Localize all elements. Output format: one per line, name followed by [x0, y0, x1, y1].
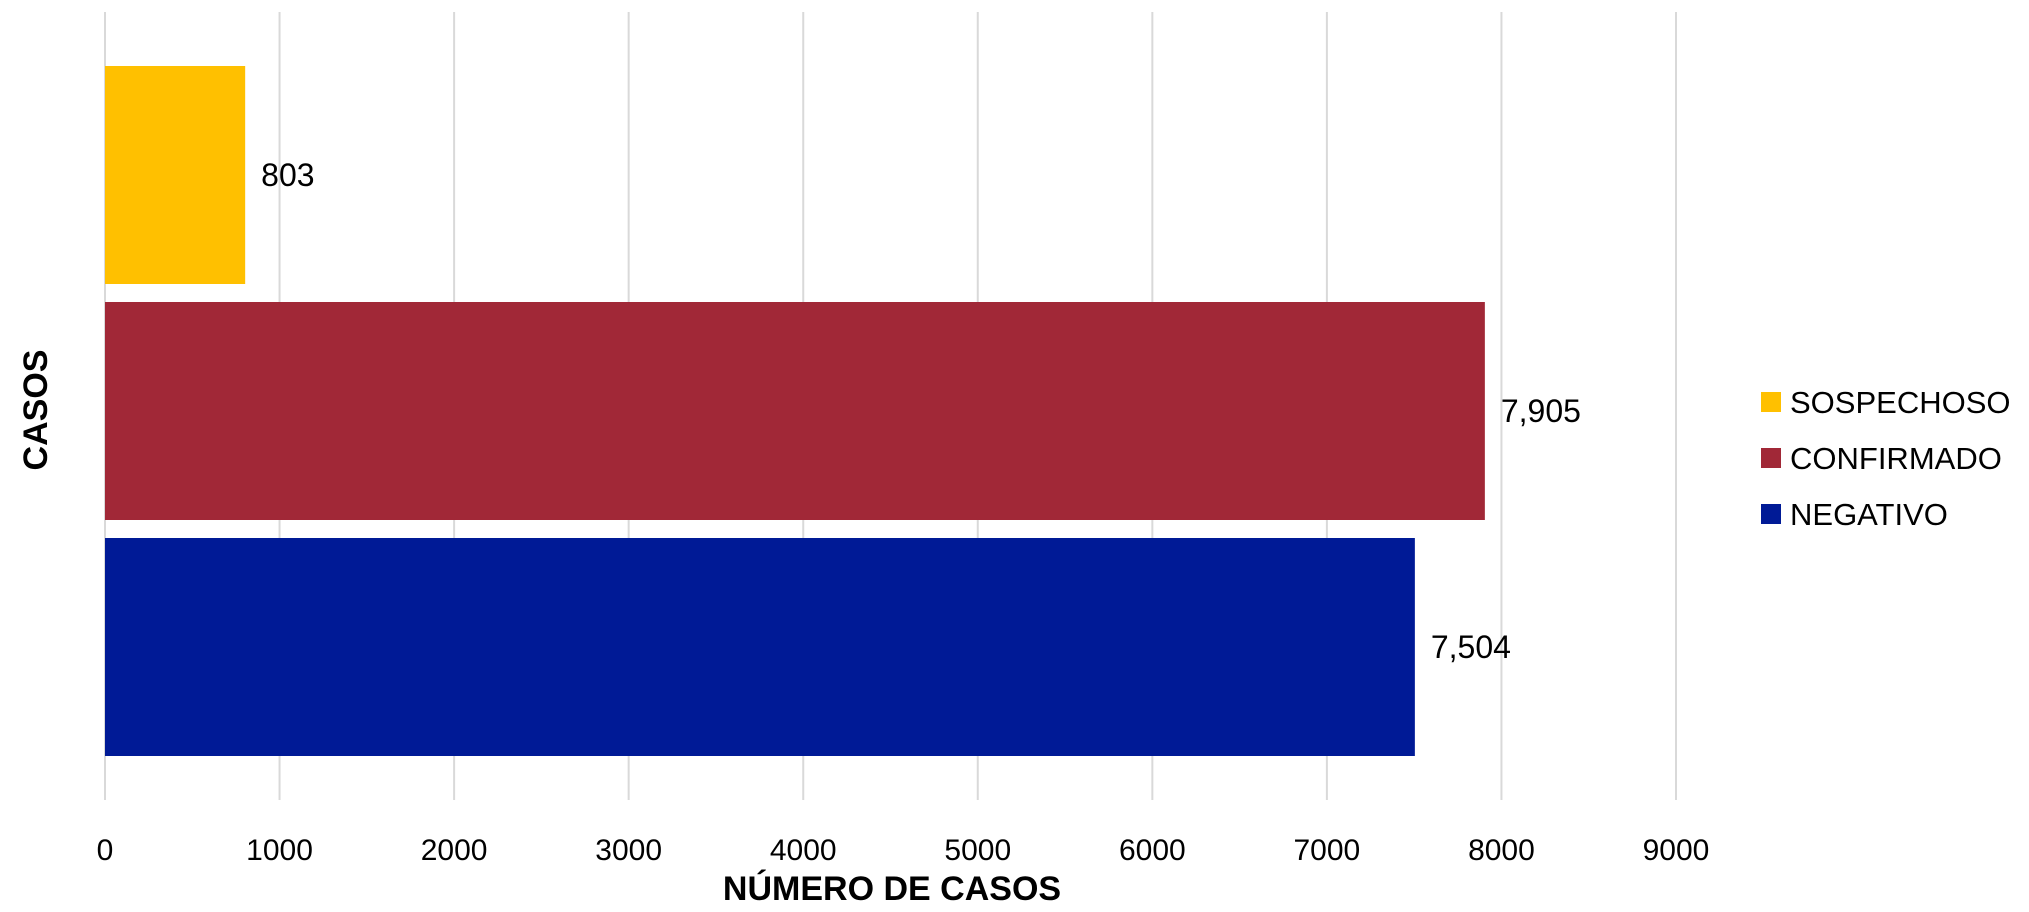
x-tick-label-7000: 7000 — [1294, 834, 1361, 867]
bar-sospechoso — [105, 66, 246, 284]
legend: SOSPECHOSO CONFIRMADO NEGATIVO — [1761, 385, 2011, 532]
legend-swatch-confirmado — [1761, 448, 1781, 468]
data-labels: 803 7,905 7,504 — [261, 157, 1581, 665]
legend-swatch-negativo — [1761, 504, 1781, 524]
x-tick-label-5000: 5000 — [944, 834, 1011, 867]
x-tick-label-2000: 2000 — [421, 834, 488, 867]
x-tick-label-6000: 6000 — [1119, 834, 1186, 867]
x-tick-label-3000: 3000 — [595, 834, 662, 867]
data-label-sospechoso: 803 — [261, 157, 314, 193]
legend-label-confirmado: CONFIRMADO — [1790, 441, 2002, 476]
bars — [105, 66, 1485, 756]
legend-swatch-sospechoso — [1761, 392, 1781, 412]
x-tick-label-1000: 1000 — [246, 834, 313, 867]
bar-confirmado — [105, 302, 1485, 520]
x-axis-title: NÚMERO DE CASOS — [723, 870, 1061, 908]
x-tick-label-8000: 8000 — [1468, 834, 1535, 867]
data-label-confirmado: 7,905 — [1501, 393, 1581, 429]
x-tick-label-0: 0 — [97, 834, 114, 867]
bar-negativo — [105, 538, 1415, 756]
x-tick-labels: 0 1000 2000 3000 4000 5000 6000 7000 8000 9000 — [97, 834, 1710, 867]
x-tick-label-9000: 9000 — [1643, 834, 1710, 867]
legend-label-negativo: NEGATIVO — [1790, 497, 1948, 532]
y-axis-title: CASOS — [17, 350, 55, 471]
data-label-negativo: 7,504 — [1431, 629, 1511, 665]
legend-label-sospechoso: SOSPECHOSO — [1790, 385, 2011, 420]
x-tick-label-4000: 4000 — [770, 834, 837, 867]
